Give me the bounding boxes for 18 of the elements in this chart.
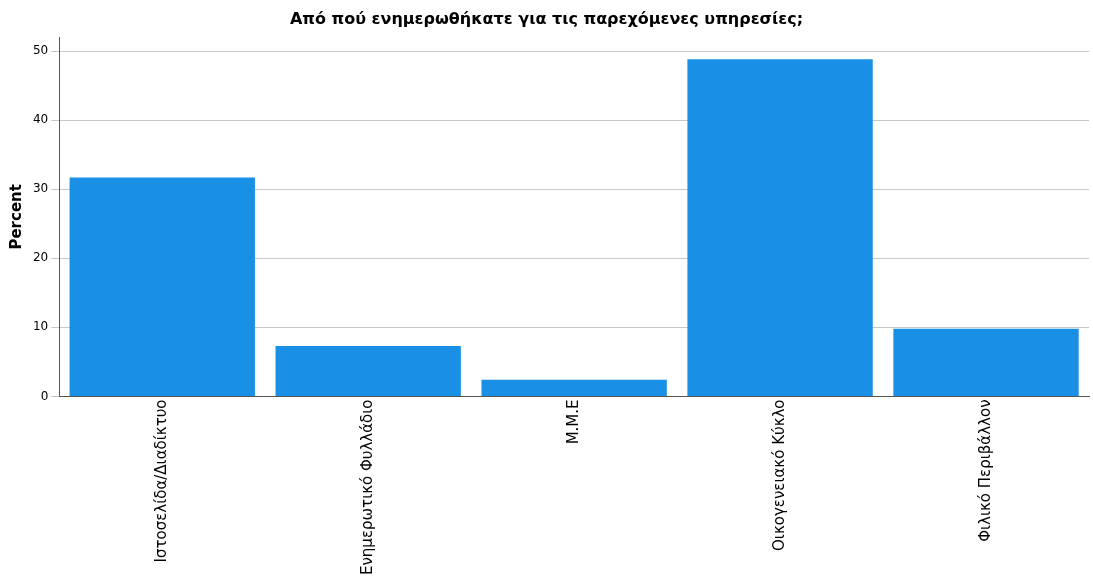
x-tick-label: Οικογενειακό Κύκλο	[769, 399, 788, 551]
y-tick-label: 0	[40, 388, 49, 403]
bar	[275, 346, 461, 396]
x-tick-label: Μ.Μ.Ε	[564, 399, 583, 445]
bar	[481, 379, 667, 396]
x-tick-label: Φιλικό Περιβάλλον	[975, 399, 994, 542]
y-tick-label: 50	[32, 43, 49, 58]
y-tick-label: 20	[32, 250, 49, 265]
bar	[687, 59, 873, 396]
x-tick-label: Ενημερωτικό Φυλλάδιο	[358, 399, 377, 575]
bar	[893, 328, 1079, 396]
bar	[69, 177, 255, 396]
y-tick-label: 10	[32, 319, 49, 334]
y-tick-label: 40	[32, 112, 49, 127]
chart-title: Από πού ενημερωθήκατε για τις παρεχόμενες υπηρεσίες;	[289, 8, 804, 28]
y-tick-label: 30	[32, 181, 49, 196]
y-axis-title: Percent	[6, 184, 25, 250]
x-tick-label: Ιστοσελίδα/Διαδίκτυο	[152, 399, 171, 563]
